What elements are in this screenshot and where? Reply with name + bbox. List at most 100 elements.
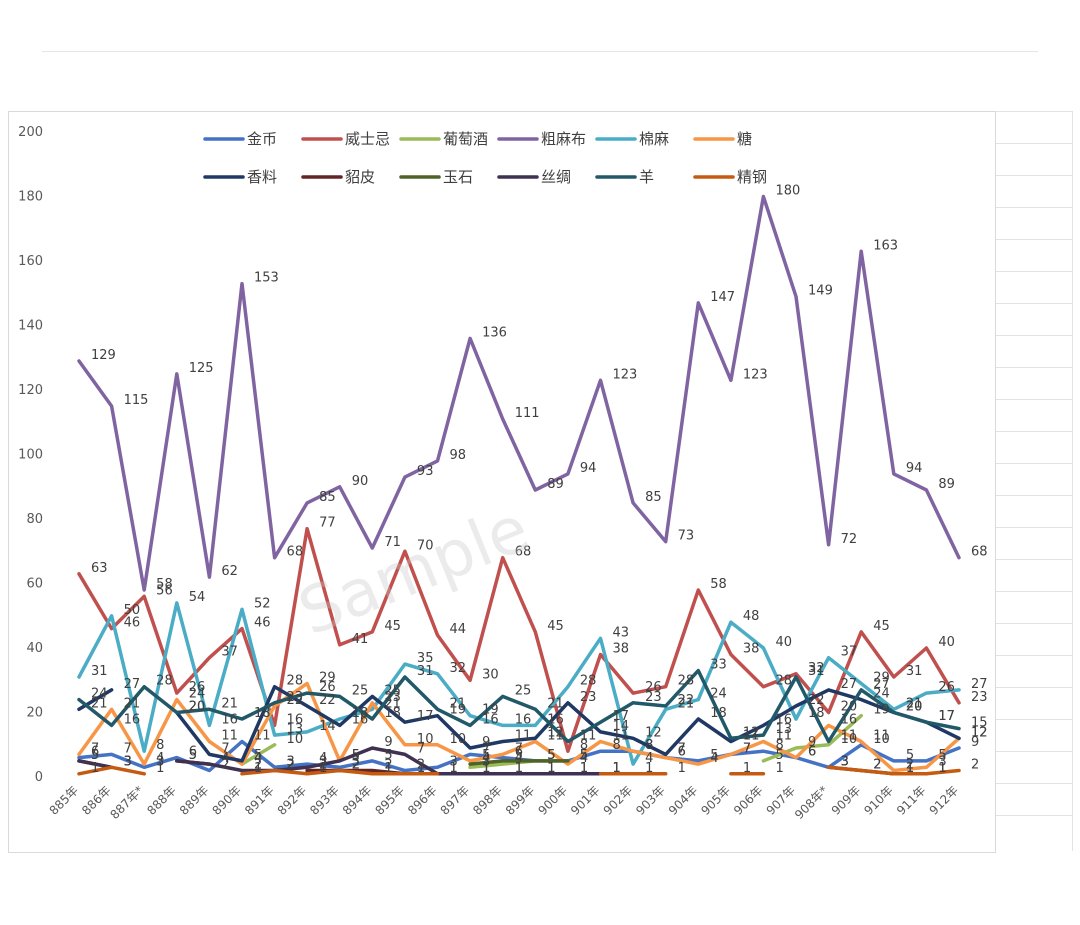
data-label: 1 [482, 761, 490, 776]
data-label: 1 [743, 761, 751, 776]
data-label: 31 [808, 664, 825, 679]
x-tick-label: 897年 [438, 783, 473, 818]
data-label: 21 [91, 696, 108, 711]
data-label: 26 [319, 680, 336, 695]
series-line [761, 713, 863, 763]
series-line [240, 768, 440, 776]
data-label: 1 [645, 761, 653, 776]
y-tick-label: 180 [18, 190, 43, 205]
data-label: 4 [221, 751, 229, 766]
y-tick-label: 40 [26, 641, 43, 656]
legend-label: 棉麻 [639, 130, 669, 148]
data-label: 32 [450, 661, 467, 676]
data-label: 32 [808, 661, 825, 676]
data-label: 9 [384, 735, 392, 750]
data-label: 11 [547, 729, 564, 744]
legend-label: 粗麻布 [541, 130, 586, 148]
sheet-gridline [995, 751, 1073, 752]
data-label: 16 [775, 712, 792, 727]
data-label: 11 [254, 729, 271, 744]
data-label: 2 [221, 758, 229, 773]
data-label: 23 [645, 690, 662, 705]
data-label: 5 [254, 748, 262, 763]
legend-label: 丝绸 [541, 168, 571, 186]
data-label: 5 [938, 748, 946, 763]
data-label: 30 [482, 667, 499, 682]
data-label: 1 [906, 761, 914, 776]
data-label: 28 [775, 674, 792, 689]
data-label: 25 [515, 683, 532, 698]
data-label: 3 [124, 754, 132, 769]
data-label: 5 [775, 748, 783, 763]
data-label: 18 [254, 706, 271, 721]
data-label: 11 [612, 729, 629, 744]
data-label: 21 [124, 696, 141, 711]
data-label: 16 [841, 712, 858, 727]
data-label: 20 [189, 700, 206, 715]
x-tick-label: 906年 [731, 783, 766, 818]
data-label: 1 [612, 761, 620, 776]
data-label: 28 [580, 674, 597, 689]
legend-label: 精钢 [737, 168, 767, 186]
data-label: 21 [450, 696, 467, 711]
data-label: 1 [254, 761, 262, 776]
data-label: 62 [221, 564, 238, 579]
x-tick-label: 911年 [894, 783, 929, 818]
data-label: 68 [515, 545, 532, 560]
data-label: 7 [482, 741, 490, 756]
legend-item: 丝绸 [497, 168, 571, 186]
data-label: 20 [906, 700, 923, 715]
data-label: 4 [156, 751, 164, 766]
data-label: 38 [612, 641, 629, 656]
chart-frame: 0 20 40 60 80 100 120 140 160 180 200 885年 886年 887年*… [8, 111, 996, 853]
data-label: 8 [156, 738, 164, 753]
data-label: 26 [645, 680, 662, 695]
y-tick-label: 0 [35, 770, 43, 785]
data-label: 11 [873, 729, 890, 744]
data-label: 27 [971, 677, 988, 692]
data-label: 1 [580, 761, 588, 776]
data-label: 8 [645, 738, 653, 753]
data-label: 20 [841, 700, 858, 715]
data-label: 3 [156, 754, 164, 769]
data-label: 5 [580, 748, 588, 763]
data-label: 23 [971, 690, 988, 705]
data-label: 163 [873, 238, 898, 253]
sheet-gridline [995, 495, 1073, 496]
data-label: 94 [906, 461, 923, 476]
data-label: 46 [254, 616, 271, 631]
y-tick-label: 160 [18, 254, 43, 269]
data-label: 2 [287, 758, 295, 773]
sheet-gridline [995, 719, 1073, 720]
data-label: 8 [645, 738, 653, 753]
series-line [175, 746, 603, 776]
data-label: 94 [580, 461, 597, 476]
data-label: 16 [482, 712, 499, 727]
data-label: 20 [906, 700, 923, 715]
data-label: 1 [547, 761, 555, 776]
data-label: 31 [417, 664, 434, 679]
data-label: 6 [515, 745, 523, 760]
data-label: 5 [91, 748, 99, 763]
data-label: 71 [384, 535, 401, 550]
data-label: 12 [743, 725, 760, 740]
x-tick-label: 894年 [340, 783, 375, 818]
data-label: 7 [417, 741, 425, 756]
x-tick-label: 904年 [666, 783, 701, 818]
data-label: 25 [352, 683, 369, 698]
data-label: 16 [221, 712, 238, 727]
data-label: 21 [547, 696, 564, 711]
data-label: 24 [710, 687, 727, 702]
data-label: 17 [938, 709, 955, 724]
legend-label: 糖 [737, 130, 752, 148]
data-label: 7 [221, 741, 229, 756]
data-label: 35 [417, 651, 434, 666]
data-label: 2 [254, 758, 262, 773]
data-label: 3 [352, 754, 360, 769]
data-label: 3 [841, 754, 849, 769]
data-label: 5 [580, 748, 588, 763]
data-label: 111 [515, 406, 540, 421]
data-label: 136 [482, 325, 507, 340]
data-label: 3 [450, 754, 458, 769]
data-label: 17 [612, 709, 629, 724]
